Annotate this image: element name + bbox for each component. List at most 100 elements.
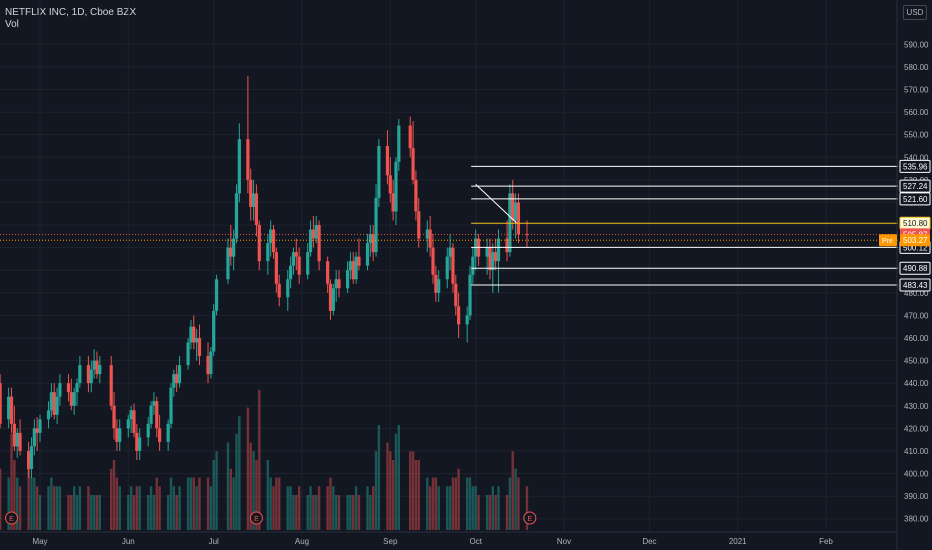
grid-lines — [0, 0, 896, 532]
time-tick-label: Dec — [642, 537, 656, 546]
candle-body — [251, 193, 256, 207]
candle — [49, 383, 53, 418]
volume-bar — [75, 495, 79, 530]
volume-bar — [18, 486, 22, 530]
candle-body — [152, 401, 156, 406]
candle-body — [155, 401, 159, 429]
volume-bar — [477, 495, 480, 530]
volume-bar — [366, 486, 369, 530]
volume-bar — [428, 486, 432, 530]
volume-bar — [158, 486, 161, 530]
candle — [254, 184, 259, 237]
volume-bar — [391, 460, 395, 530]
candle — [98, 356, 102, 384]
candle — [408, 116, 412, 158]
candle-body — [448, 247, 452, 257]
level-price-label[interactable]: 500.12 — [903, 243, 928, 252]
candle-body — [471, 256, 475, 275]
candle-body — [129, 410, 133, 420]
candle-body — [451, 247, 455, 284]
volume-bar — [394, 433, 398, 530]
level-price-label[interactable]: 490.88 — [903, 264, 928, 273]
candle — [317, 220, 321, 271]
volume-bar — [377, 425, 381, 530]
candle-body — [257, 225, 261, 262]
volume-bar — [354, 486, 358, 530]
candle — [237, 123, 241, 203]
candle-body — [98, 365, 102, 375]
level-price-label[interactable]: 527.24 — [903, 182, 928, 191]
volume-bar — [226, 442, 230, 530]
candle-body — [78, 365, 82, 384]
volume-bar — [369, 495, 372, 530]
price-axis[interactable]: 380.00 390.00 400.00 410.00 420.00 430.00 440.… — [879, 0, 931, 550]
time-tick-label: Sep — [383, 537, 398, 546]
candle — [448, 234, 452, 271]
earnings-icon[interactable]: E — [5, 511, 19, 525]
level-price-label[interactable]: 483.43 — [903, 281, 928, 290]
candle-body — [345, 270, 350, 289]
candle-body — [348, 261, 353, 271]
volume-bar — [90, 495, 93, 530]
volume-bar — [457, 468, 460, 530]
candle-body — [35, 428, 39, 433]
volume-bar — [494, 495, 497, 530]
candle-body — [135, 432, 139, 451]
level-price-label[interactable]: 535.96 — [903, 162, 928, 171]
candle — [115, 419, 119, 451]
candle — [109, 356, 113, 411]
volume-bar — [349, 495, 352, 530]
volume-bar — [30, 477, 33, 530]
highlight-price-label[interactable]: 510.80 — [903, 219, 928, 228]
candle-body — [491, 252, 495, 271]
candle-body — [49, 392, 53, 411]
volume-bar — [508, 477, 512, 530]
candle-body — [374, 197, 378, 253]
volume-bar — [505, 495, 509, 530]
candle-body — [351, 261, 355, 280]
candle-body — [209, 351, 213, 375]
candle — [158, 414, 162, 451]
candle — [411, 121, 415, 185]
candle-body — [206, 356, 210, 375]
volume-bar — [172, 486, 176, 530]
candle — [9, 387, 14, 433]
candle — [414, 170, 418, 221]
candle — [454, 274, 458, 316]
volume-bar — [169, 477, 173, 530]
volume-bar — [115, 477, 119, 530]
volume-bar — [232, 477, 235, 530]
candle — [334, 270, 338, 302]
volume-indicator-label[interactable]: Vol — [5, 19, 19, 30]
candle-body — [365, 243, 370, 266]
candle-body — [505, 238, 509, 253]
candle-body — [66, 383, 71, 393]
currency-badge[interactable]: USD — [903, 5, 927, 20]
candle-body — [525, 234, 529, 236]
horizontal-levels[interactable] — [0, 165, 898, 286]
symbol-title[interactable]: NETFLIX INC, 1D, Cboe BZX — [5, 7, 137, 18]
volume-bar — [352, 495, 355, 530]
candle-body — [75, 383, 79, 393]
candle — [326, 256, 330, 293]
candle — [348, 252, 353, 280]
premarket-price-label[interactable]: 503.27 — [903, 236, 928, 245]
volume-bar — [178, 486, 181, 530]
candle-body — [86, 365, 91, 384]
time-axis[interactable]: May Jun Jul Aug Sep Oct Nov Dec 2021 Feb — [0, 531, 896, 546]
candle — [365, 234, 370, 271]
trend-line[interactable] — [475, 183, 517, 224]
candle — [431, 234, 435, 284]
earnings-icon[interactable]: E — [249, 511, 263, 525]
volume-bar — [491, 486, 495, 530]
candle-body — [408, 125, 412, 149]
volume-bar — [78, 486, 82, 530]
earnings-icon[interactable]: E — [523, 511, 537, 525]
candle-body — [317, 225, 321, 262]
candle-body — [254, 193, 259, 226]
candle-body — [126, 419, 130, 429]
level-price-label[interactable]: 521.60 — [903, 195, 928, 204]
volume-bar — [27, 468, 30, 530]
